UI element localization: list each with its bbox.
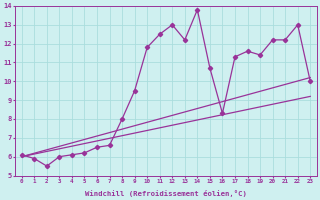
X-axis label: Windchill (Refroidissement éolien,°C): Windchill (Refroidissement éolien,°C) [85, 190, 247, 197]
